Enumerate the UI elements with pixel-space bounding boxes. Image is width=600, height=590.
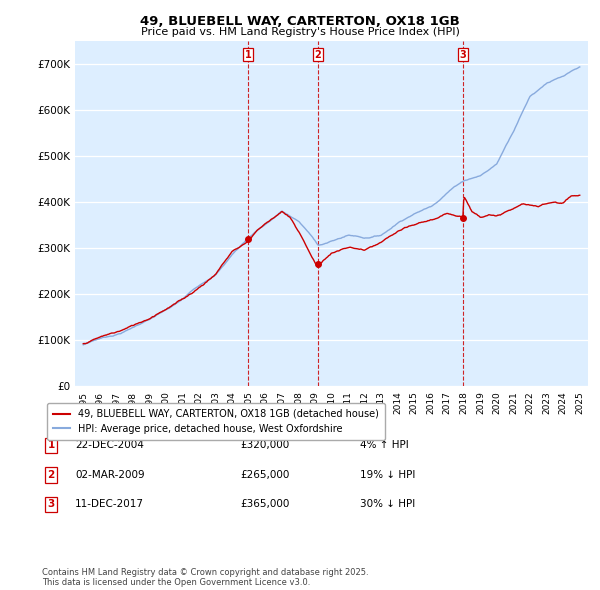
Text: 30% ↓ HPI: 30% ↓ HPI bbox=[360, 500, 415, 509]
Text: 3: 3 bbox=[47, 500, 55, 509]
Text: 1: 1 bbox=[245, 50, 251, 60]
Text: 02-MAR-2009: 02-MAR-2009 bbox=[75, 470, 145, 480]
Text: 2: 2 bbox=[314, 50, 321, 60]
Text: 4% ↑ HPI: 4% ↑ HPI bbox=[360, 441, 409, 450]
Text: 2: 2 bbox=[47, 470, 55, 480]
Text: Price paid vs. HM Land Registry's House Price Index (HPI): Price paid vs. HM Land Registry's House … bbox=[140, 27, 460, 37]
Text: 3: 3 bbox=[460, 50, 466, 60]
Text: 11-DEC-2017: 11-DEC-2017 bbox=[75, 500, 144, 509]
Text: £320,000: £320,000 bbox=[240, 441, 289, 450]
Legend: 49, BLUEBELL WAY, CARTERTON, OX18 1GB (detached house), HPI: Average price, deta: 49, BLUEBELL WAY, CARTERTON, OX18 1GB (d… bbox=[47, 403, 385, 440]
Text: 49, BLUEBELL WAY, CARTERTON, OX18 1GB: 49, BLUEBELL WAY, CARTERTON, OX18 1GB bbox=[140, 15, 460, 28]
Text: £265,000: £265,000 bbox=[240, 470, 289, 480]
Text: Contains HM Land Registry data © Crown copyright and database right 2025.
This d: Contains HM Land Registry data © Crown c… bbox=[42, 568, 368, 587]
Text: £365,000: £365,000 bbox=[240, 500, 289, 509]
Text: 1: 1 bbox=[47, 441, 55, 450]
Text: 22-DEC-2004: 22-DEC-2004 bbox=[75, 441, 144, 450]
Text: 19% ↓ HPI: 19% ↓ HPI bbox=[360, 470, 415, 480]
